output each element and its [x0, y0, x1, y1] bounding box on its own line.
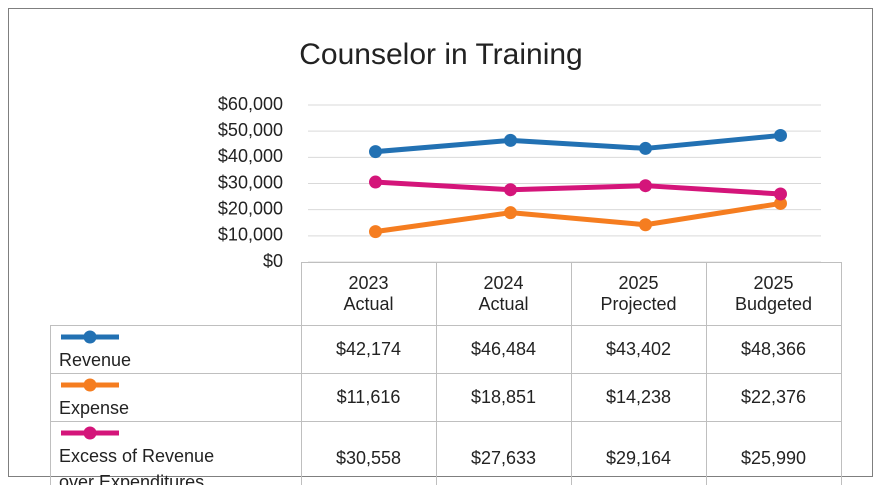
- table-value: $27,633: [435, 421, 572, 485]
- data-point: [504, 183, 517, 197]
- legend-label: Revenue: [59, 350, 132, 370]
- table-value: $22,376: [705, 373, 842, 422]
- table-value: $29,164: [570, 421, 707, 485]
- y-tick-label: $20,000: [218, 198, 283, 218]
- data-point: [504, 133, 517, 147]
- category-label: 2025 Projected: [600, 273, 677, 314]
- legend-cell: Revenue: [50, 325, 302, 374]
- table-value: $25,990: [705, 421, 842, 485]
- legend-marker: [83, 426, 97, 440]
- data-point: [774, 187, 787, 201]
- table-header-cell: 2025 Projected: [570, 262, 707, 326]
- table-value: $46,484: [435, 325, 572, 374]
- legend-key: [61, 330, 119, 344]
- y-tick-label: $40,000: [218, 146, 283, 166]
- legend-cell: Expense: [50, 373, 302, 422]
- chart-title: Counselor in Training: [299, 38, 583, 71]
- table-value: $43,402: [570, 325, 707, 374]
- table-header-row: 2023 Actual 2024 Actual 2025 Projected 2025…: [50, 262, 842, 326]
- category-label: 2025 Budgeted: [734, 273, 813, 314]
- table-header-cell: 2025 Budgeted: [705, 262, 842, 326]
- series-line: [375, 200, 781, 235]
- data-point: [774, 196, 787, 210]
- data-point: [774, 128, 787, 142]
- category-label: 2023 Actual: [343, 273, 394, 314]
- table-header-cell: 2023 Actual: [300, 262, 437, 326]
- data-table: 2023 Actual 2024 Actual 2025 Projected 2025…: [50, 262, 842, 485]
- y-tick-label: $50,000: [218, 120, 283, 140]
- legend-marker: [83, 330, 97, 344]
- legend-marker: [83, 378, 97, 392]
- table-row: Excess of Revenue over Expenditures $30,5…: [50, 421, 842, 485]
- table-value: $30,558: [300, 421, 437, 485]
- y-tick-label: $10,000: [218, 225, 283, 245]
- table-value: $42,174: [300, 325, 437, 374]
- legend-key: [61, 378, 119, 392]
- category-label: 2024 Actual: [478, 273, 529, 314]
- legend-key: [61, 426, 119, 440]
- table-value: $11,616: [300, 373, 437, 422]
- table-row: Expense $11,616 $18,851 $14,238 $22,376: [50, 373, 842, 422]
- table-row: Revenue $42,174 $46,484 $43,402 $48,366: [50, 325, 842, 374]
- series-line: [375, 132, 781, 155]
- data-point: [639, 141, 652, 155]
- y-tick-label: $30,000: [218, 172, 283, 192]
- legend-label: Excess of Revenue over Expenditures: [59, 446, 215, 485]
- data-point: [639, 218, 652, 232]
- table-header-cell: 2024 Actual: [435, 262, 572, 326]
- table-value: $18,851: [435, 373, 572, 422]
- table-value: $14,238: [570, 373, 707, 422]
- table-corner: [50, 262, 302, 326]
- data-point: [369, 175, 382, 189]
- y-tick-label: $60,000: [218, 94, 283, 114]
- table-value: $48,366: [705, 325, 842, 374]
- legend-cell: Excess of Revenue over Expenditures: [50, 421, 302, 485]
- legend-label: Expense: [59, 398, 130, 418]
- data-point: [639, 179, 652, 193]
- data-point: [369, 145, 382, 159]
- series-line: [375, 179, 781, 197]
- data-point: [504, 206, 517, 220]
- data-point: [369, 225, 382, 239]
